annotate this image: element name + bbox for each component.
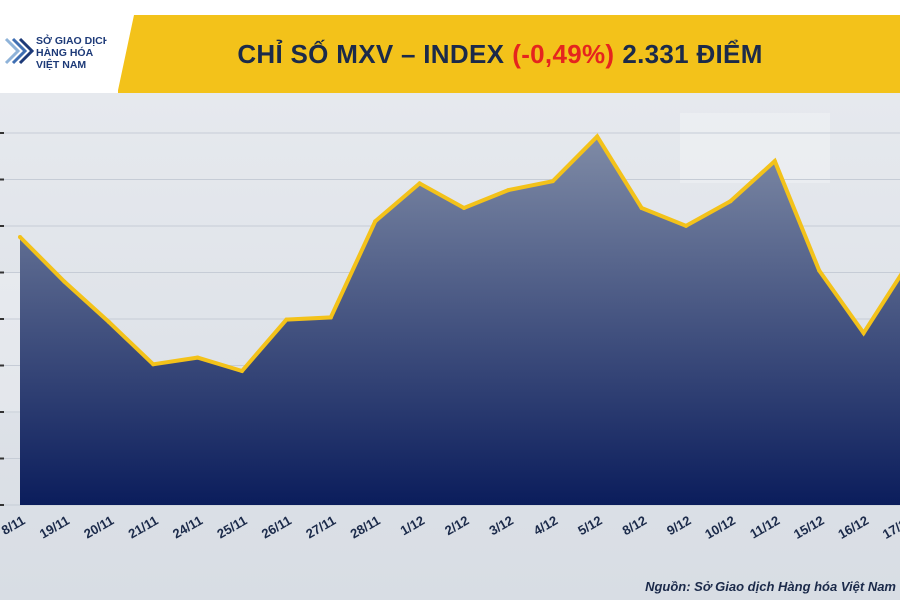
x-tick-label: 8/12 xyxy=(620,513,649,539)
data-point xyxy=(417,181,422,186)
header-bar: SỞ GIAO DỊCH HÀNG HÓA VIỆT NAM CHỈ SỐ MX… xyxy=(0,15,900,93)
logo-line-3: VIỆT NAM xyxy=(36,59,87,71)
x-tick-label: 4/12 xyxy=(531,513,560,539)
data-point xyxy=(595,134,600,139)
data-point xyxy=(106,319,111,324)
x-tick-label: 1/12 xyxy=(398,513,427,539)
data-point xyxy=(195,355,200,360)
data-point xyxy=(639,205,644,210)
data-point xyxy=(240,369,244,373)
x-tick-label: 17/12 xyxy=(880,513,900,542)
data-point xyxy=(506,188,511,193)
x-tick-label: 15/12 xyxy=(791,513,827,542)
data-point xyxy=(284,317,289,322)
x-tick-label: 26/11 xyxy=(259,513,294,542)
x-tick-label: 27/11 xyxy=(303,513,338,542)
logo-line-2: HÀNG HÓA xyxy=(36,47,94,59)
x-tick-label: 19/11 xyxy=(37,513,72,542)
data-point xyxy=(728,199,733,204)
data-point xyxy=(62,279,67,284)
title-change: (-0,49%) xyxy=(512,38,615,69)
x-tick-label: 16/12 xyxy=(835,513,871,542)
x-tick-label: 25/11 xyxy=(214,513,249,542)
x-tick-label: 20/11 xyxy=(81,513,116,542)
data-point xyxy=(772,159,777,164)
index-area-chart: 8/11 19/11 20/11 21/11 24/11 25/11 26/11 27/11 2… xyxy=(0,113,900,542)
chart-title: CHỈ SỐ MXV – INDEX (-0,49%) 2.331 ĐIỂM xyxy=(150,15,850,93)
logo-chevron-icon xyxy=(4,37,34,65)
x-tick-label: 11/12 xyxy=(747,513,782,542)
data-point xyxy=(817,268,822,273)
x-tick-label: 2/12 xyxy=(442,513,471,539)
logo-line-1: SỞ GIAO DỊCH xyxy=(36,35,111,47)
x-tick-label: 28/11 xyxy=(348,513,383,542)
x-tick-label: 10/12 xyxy=(702,513,738,542)
data-point xyxy=(684,223,688,228)
area-fill xyxy=(20,136,900,505)
data-point xyxy=(373,219,378,224)
logo-text: SỞ GIAO DỊCH HÀNG HÓA VIỆT NAM xyxy=(36,35,116,71)
x-tick-label: 21/11 xyxy=(126,513,161,542)
data-point xyxy=(861,331,866,336)
title-prefix: CHỈ SỐ MXV – INDEX xyxy=(237,38,505,69)
x-tick-label: 24/11 xyxy=(170,513,205,542)
data-point xyxy=(18,235,22,239)
chart-area: 8/11 19/11 20/11 21/11 24/11 25/11 26/11 27/11 2… xyxy=(0,93,900,600)
title-value: 2.331 ĐIỂM xyxy=(622,38,763,69)
x-tick-label: 3/12 xyxy=(486,513,515,539)
data-point xyxy=(462,205,466,210)
logo: SỞ GIAO DỊCH HÀNG HÓA VIỆT NAM xyxy=(0,15,118,93)
data-point xyxy=(328,315,333,320)
data-point xyxy=(151,362,156,367)
x-tick-label: 8/11 xyxy=(0,513,28,538)
data-point xyxy=(550,179,555,184)
x-tick-label: 9/12 xyxy=(664,513,693,539)
bg-decoration xyxy=(680,113,830,183)
source-note: Nguồn: Sở Giao dịch Hàng hóa Việt Nam xyxy=(645,579,896,594)
x-tick-label: 5/12 xyxy=(575,513,604,539)
